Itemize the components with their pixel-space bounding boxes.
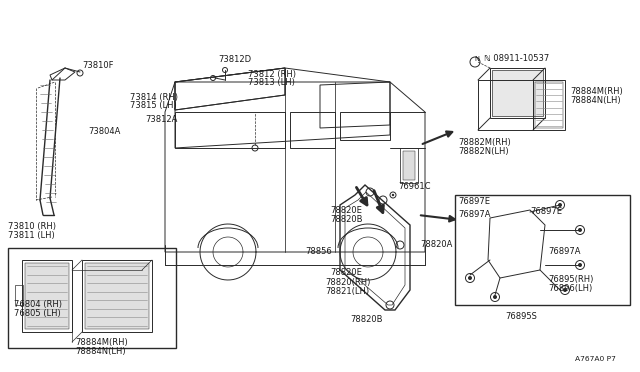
Text: 76897E: 76897E <box>458 197 490 206</box>
Text: 78820E: 78820E <box>330 206 362 215</box>
Text: 73815 (LH): 73815 (LH) <box>130 101 177 110</box>
Text: 76897E: 76897E <box>530 207 562 216</box>
Text: 78882M(RH): 78882M(RH) <box>458 138 511 147</box>
Text: A767A0 P7: A767A0 P7 <box>575 356 616 362</box>
Text: 73812A: 73812A <box>145 115 177 124</box>
Circle shape <box>392 194 394 196</box>
Text: 76897A: 76897A <box>548 247 580 256</box>
Text: 73812 (RH): 73812 (RH) <box>248 70 296 79</box>
Bar <box>533 80 565 130</box>
Text: 78821(LH): 78821(LH) <box>325 287 369 296</box>
Circle shape <box>578 263 582 267</box>
Bar <box>492 70 543 116</box>
Circle shape <box>468 276 472 280</box>
Text: 76805 (LH): 76805 (LH) <box>14 309 61 318</box>
Text: 78884M(RH): 78884M(RH) <box>570 87 623 96</box>
Text: 76895S: 76895S <box>505 312 537 321</box>
Bar <box>400 148 418 183</box>
Text: 78820E: 78820E <box>330 268 362 277</box>
Circle shape <box>558 203 562 207</box>
Circle shape <box>493 295 497 299</box>
Text: ℕ 08911-10537: ℕ 08911-10537 <box>484 54 549 63</box>
Text: 73812D: 73812D <box>218 55 251 64</box>
Text: 78882N(LH): 78882N(LH) <box>458 147 509 156</box>
Text: 73811 (LH): 73811 (LH) <box>8 231 55 240</box>
Text: 78884N(LH): 78884N(LH) <box>75 347 125 356</box>
Text: 76961C: 76961C <box>398 182 431 191</box>
Text: 73814 (RH): 73814 (RH) <box>130 93 178 102</box>
Bar <box>25 263 69 329</box>
Text: 78856: 78856 <box>305 247 332 256</box>
Text: 78884M(RH): 78884M(RH) <box>75 338 128 347</box>
Text: 78820B: 78820B <box>350 315 383 324</box>
Bar <box>22 260 72 332</box>
Text: 78884N(LH): 78884N(LH) <box>570 96 621 105</box>
Text: 78820(RH): 78820(RH) <box>325 278 371 287</box>
Text: N: N <box>475 56 479 62</box>
Text: 76895(RH): 76895(RH) <box>548 275 593 284</box>
Text: 73804A: 73804A <box>88 127 120 136</box>
Bar <box>490 68 545 118</box>
Text: 78820A: 78820A <box>420 240 452 249</box>
Bar <box>82 260 152 332</box>
Text: 73810 (RH): 73810 (RH) <box>8 222 56 231</box>
Bar <box>535 82 563 128</box>
Bar <box>85 263 149 329</box>
Text: 73810F: 73810F <box>82 61 113 70</box>
Bar <box>8 248 176 348</box>
Bar <box>455 195 630 305</box>
Text: 76897A: 76897A <box>458 210 490 219</box>
Circle shape <box>563 288 567 292</box>
Circle shape <box>578 228 582 232</box>
Bar <box>15 285 23 305</box>
Text: 76804 (RH): 76804 (RH) <box>14 300 62 309</box>
Text: 78820B: 78820B <box>330 215 362 224</box>
Text: 76896(LH): 76896(LH) <box>548 284 592 293</box>
Bar <box>403 151 415 180</box>
Text: 73813 (LH): 73813 (LH) <box>248 78 295 87</box>
